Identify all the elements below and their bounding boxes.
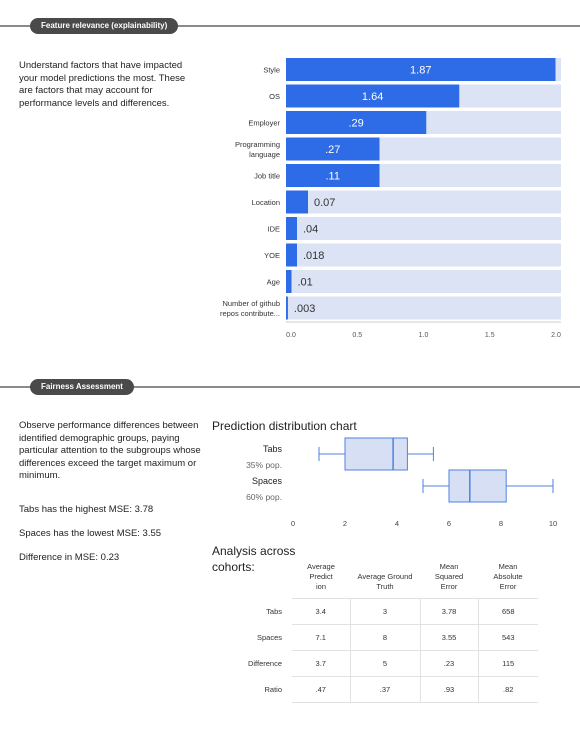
table-cell: 8: [349, 624, 420, 651]
table-cell: .37: [349, 676, 420, 703]
table-cell: 658: [477, 598, 538, 625]
category-label: Age: [267, 278, 280, 287]
table-row: Ratio .47.37.93.82: [238, 676, 538, 703]
x-tick-label: 0.0: [286, 332, 296, 339]
column-header: Mean Absolute Error: [493, 562, 523, 591]
table-corner: [238, 562, 292, 599]
bar-8: [286, 270, 292, 293]
x-tick-label: 0: [291, 519, 295, 528]
table-cell: 5: [349, 650, 420, 677]
bar-track: [286, 190, 561, 214]
category-label: Programming language: [235, 140, 280, 159]
section-label: Feature relevance (explainability): [30, 18, 179, 34]
bar-2: [286, 111, 427, 134]
bar-1: [286, 84, 460, 108]
bar-track: [286, 243, 561, 267]
fairness-header: Fairness Assessment: [0, 377, 580, 397]
x-tick-label: 8: [499, 519, 503, 528]
value-label: .01: [298, 277, 313, 289]
table-cell: 3: [349, 598, 420, 625]
feature-relevance-header: Feature relevance (explainability): [0, 16, 580, 36]
value-label: .018: [303, 250, 324, 262]
table-cell: .23: [419, 650, 478, 677]
x-tick-label: 1.0: [419, 332, 429, 339]
table-row: Difference 3.7 5.23 115: [238, 650, 538, 677]
row-label: Spaces: [256, 633, 282, 642]
category-label: Style: [263, 66, 280, 75]
table-cell: .82: [477, 676, 538, 703]
table-row: Tabs 3.4 3 3.78 658: [238, 598, 538, 625]
bar-7: [286, 243, 297, 267]
category-label: Number of github repos contribute...: [220, 299, 280, 318]
series-population: 35% pop.: [246, 460, 282, 470]
x-tick-label: 2: [343, 519, 347, 528]
table-cell: 7.1: [292, 624, 350, 651]
distribution-chart-title: Prediction distribution chart: [212, 419, 357, 433]
highest-mse-text: Tabs has the highest MSE: 3.78: [19, 504, 154, 515]
series-name: Tabs: [263, 444, 283, 454]
value-label: .11: [326, 171, 340, 183]
bar-6: [286, 217, 297, 240]
value-label: .29: [348, 118, 363, 130]
category-label: IDE: [267, 225, 280, 234]
box-iqr: [344, 437, 408, 471]
row-label: Ratio: [264, 685, 282, 694]
bar-9: [286, 296, 288, 320]
prediction-distribution-chart: Tabs 35% pop. Spaces 60% pop. 0 2 4 6 8 10: [246, 437, 557, 528]
section-label: Fairness Assessment: [30, 379, 134, 395]
box-iqr: [448, 469, 507, 503]
cohort-analysis-table: Average Predict ion Average Ground Truth Mean…: [238, 562, 538, 703]
column-header: Mean Squared Error: [434, 562, 464, 591]
bar-0: [286, 58, 556, 81]
bar-5: [286, 190, 308, 214]
fairness-description: Observe performance differences between …: [19, 420, 201, 481]
value-label: .27: [325, 144, 340, 156]
category-label: Location: [252, 198, 280, 207]
category-label: Employer: [248, 119, 280, 128]
bar-track: [286, 217, 561, 240]
category-label: Job title: [254, 172, 280, 181]
section-divider: [0, 386, 580, 388]
table-cell: 3.55: [419, 624, 478, 651]
category-label: YOE: [264, 251, 280, 260]
bar-track: [286, 270, 561, 293]
x-tick-label: 6: [447, 519, 451, 528]
difference-mse-text: Difference in MSE: 0.23: [19, 552, 120, 563]
value-label: 0.07: [314, 197, 335, 209]
table-cell: .93: [419, 676, 478, 703]
section-divider: [0, 25, 580, 27]
bar-track: [286, 296, 561, 320]
value-label: .04: [303, 224, 318, 236]
feature-relevance-description: Understand factors that have impacted yo…: [19, 60, 186, 109]
table-cell: .47: [292, 676, 350, 703]
table-cell: 3.7: [292, 650, 350, 677]
bar-3: [286, 137, 380, 161]
category-label: OS: [269, 92, 280, 101]
x-tick-label: 1.5: [485, 332, 495, 339]
series-population: 60% pop.: [246, 492, 282, 502]
table-row: Spaces 7.1 8 3.55 543: [238, 624, 538, 651]
x-tick-label: 0.5: [352, 332, 362, 339]
table-cell: 3.4: [292, 598, 350, 625]
table-cell: 543: [477, 624, 538, 651]
lowest-mse-text: Spaces has the lowest MSE: 3.55: [19, 528, 162, 539]
series-name: Spaces: [252, 476, 283, 486]
cohort-analysis-title: Analysis across cohorts:: [212, 544, 296, 574]
x-tick-label: 10: [549, 519, 557, 528]
table-cell: 3.78: [419, 598, 478, 625]
value-label: 1.64: [362, 91, 383, 103]
value-label: 1.87: [410, 65, 431, 77]
column-header: Average Predict ion: [307, 562, 335, 591]
table-cell: 115: [477, 650, 538, 677]
row-label: Tabs: [266, 607, 282, 616]
x-tick-label: 4: [395, 519, 399, 528]
bar-4: [286, 164, 380, 187]
row-label: Difference: [247, 659, 282, 668]
value-label: .003: [294, 303, 315, 315]
x-tick-label: 2.0: [551, 332, 561, 339]
feature-relevance-chart: Style 1.87 OS 1.64 Employer .29 Programming lan…: [220, 58, 561, 339]
column-header: Average Ground Truth: [357, 572, 413, 591]
